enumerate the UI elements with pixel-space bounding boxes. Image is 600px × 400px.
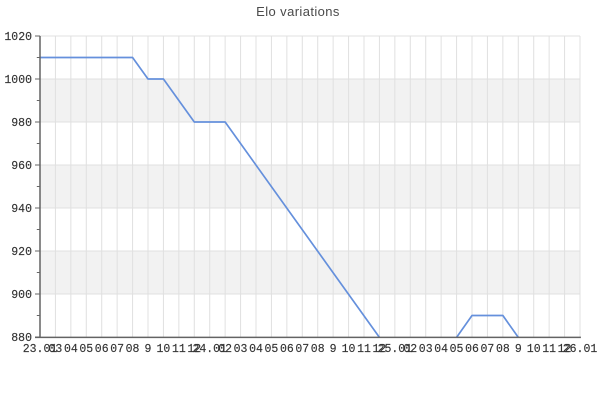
- svg-text:880: 880: [11, 332, 32, 345]
- svg-text:07: 07: [481, 343, 495, 356]
- svg-text:9: 9: [330, 343, 337, 356]
- svg-text:Elo variations: Elo variations: [256, 4, 340, 19]
- svg-text:06: 06: [465, 343, 479, 356]
- svg-text:04: 04: [64, 343, 78, 356]
- svg-text:9: 9: [515, 343, 522, 356]
- svg-text:07: 07: [110, 343, 124, 356]
- svg-text:03: 03: [49, 343, 63, 356]
- svg-text:08: 08: [496, 343, 510, 356]
- svg-text:06: 06: [95, 343, 109, 356]
- svg-text:03: 03: [419, 343, 433, 356]
- svg-text:05: 05: [265, 343, 279, 356]
- svg-text:02: 02: [218, 343, 232, 356]
- svg-text:05: 05: [450, 343, 464, 356]
- svg-text:1000: 1000: [4, 74, 32, 87]
- svg-text:11: 11: [172, 343, 186, 356]
- svg-text:11: 11: [357, 343, 371, 356]
- svg-text:12: 12: [187, 343, 201, 356]
- svg-text:1020: 1020: [4, 31, 32, 44]
- svg-text:920: 920: [11, 246, 32, 259]
- svg-text:25.01: 25.01: [378, 343, 413, 356]
- svg-text:07: 07: [295, 343, 309, 356]
- svg-text:04: 04: [249, 343, 263, 356]
- svg-text:24.01: 24.01: [192, 343, 227, 356]
- svg-text:11: 11: [542, 343, 556, 356]
- svg-text:12: 12: [373, 343, 387, 356]
- svg-text:08: 08: [311, 343, 325, 356]
- svg-text:10: 10: [527, 343, 541, 356]
- svg-text:05: 05: [79, 343, 93, 356]
- svg-text:08: 08: [126, 343, 140, 356]
- svg-text:02: 02: [403, 343, 417, 356]
- svg-text:9: 9: [145, 343, 152, 356]
- svg-text:10: 10: [157, 343, 171, 356]
- svg-text:960: 960: [11, 160, 32, 173]
- svg-text:940: 940: [11, 203, 32, 216]
- svg-text:03: 03: [234, 343, 248, 356]
- svg-text:900: 900: [11, 289, 32, 302]
- svg-text:12: 12: [558, 343, 572, 356]
- svg-text:980: 980: [11, 117, 32, 130]
- svg-text:23.01: 23.01: [23, 343, 58, 356]
- svg-text:26.01: 26.01: [563, 343, 598, 356]
- svg-text:10: 10: [342, 343, 356, 356]
- svg-text:06: 06: [280, 343, 294, 356]
- svg-text:04: 04: [434, 343, 448, 356]
